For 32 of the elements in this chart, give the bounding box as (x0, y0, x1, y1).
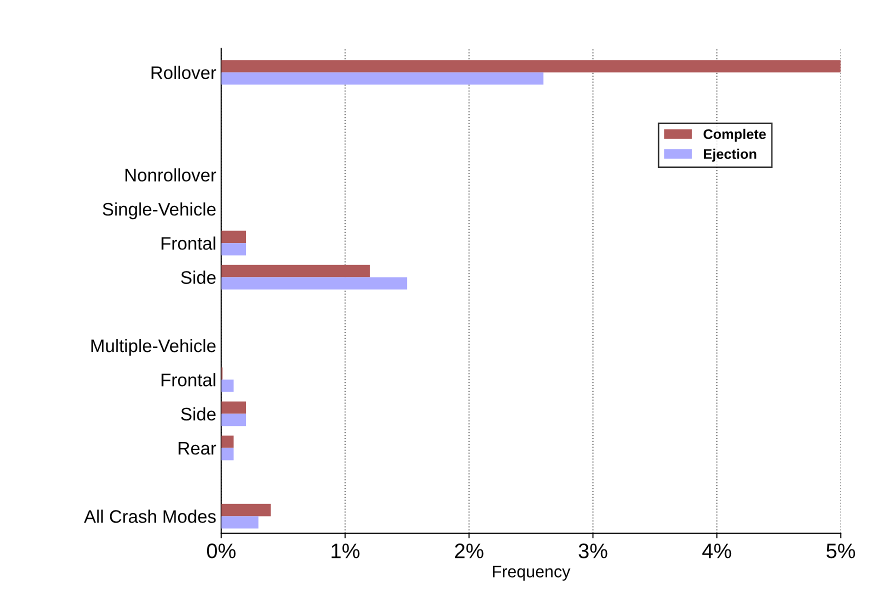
bar (221, 414, 246, 426)
bar (221, 516, 258, 528)
bar (221, 264, 370, 278)
bar (221, 448, 234, 460)
x-tick-label: 3% (578, 544, 608, 558)
bar (221, 436, 234, 448)
bar (221, 230, 246, 244)
bar (221, 72, 544, 85)
bar (221, 380, 234, 392)
x-axis-title: Frequency (493, 566, 570, 581)
x-tick-label: 0% (207, 544, 236, 558)
y-tick-label: Side (181, 407, 216, 421)
y-tick-label: Side (181, 270, 216, 284)
y-tick-label: Multiple-Vehicle (91, 338, 216, 356)
x-tick-label: 1% (332, 544, 360, 558)
y-tick-label: Rear (178, 442, 216, 455)
x-tick-label: 2% (455, 544, 484, 558)
x-tick-label: 4% (702, 544, 732, 558)
bar (221, 60, 841, 72)
y-tick-label: Frontal (162, 236, 216, 250)
legend-label: Complete (704, 128, 766, 142)
y-tick-label: Single-Vehicle (102, 202, 216, 220)
y-tick-label: Rollover (152, 66, 216, 80)
x-tick-label: 5% (826, 544, 856, 558)
bar (221, 243, 246, 256)
legend-label: Ejection (704, 148, 756, 162)
y-tick-label: Nonrollover (126, 168, 216, 182)
y-tick-label: All Crash Modes (84, 510, 216, 523)
bar (221, 504, 271, 516)
bar (221, 277, 408, 290)
y-tick-label: Frontal (162, 373, 216, 386)
bar (221, 401, 246, 414)
